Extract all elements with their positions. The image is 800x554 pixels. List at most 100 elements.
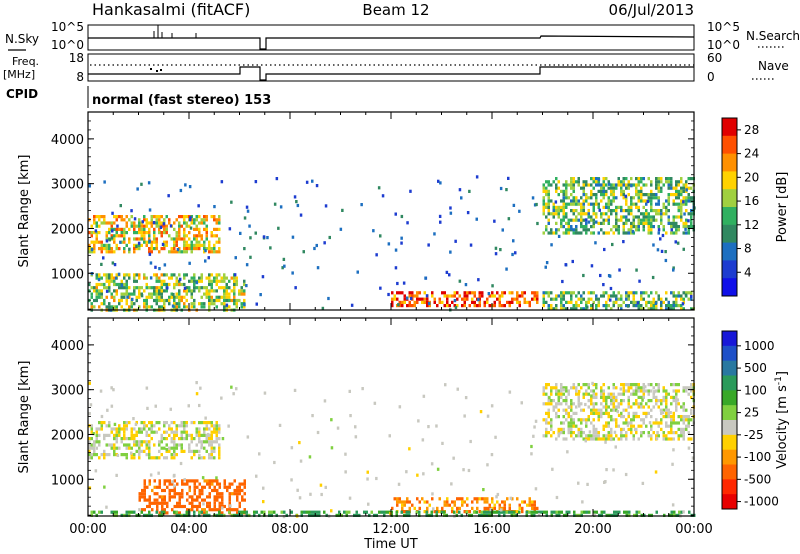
echo-cell xyxy=(557,408,560,412)
echo-cell xyxy=(620,399,623,403)
echo-cell xyxy=(550,212,553,216)
echo-cell xyxy=(600,193,603,197)
echo-cell xyxy=(468,510,471,514)
echo-cell xyxy=(228,508,231,512)
echo-cell xyxy=(453,294,456,298)
echo-cell xyxy=(98,247,101,251)
echo-cell xyxy=(625,218,628,222)
echo-cell xyxy=(547,205,550,209)
echo-cell xyxy=(246,435,250,439)
echo-cell xyxy=(592,431,595,435)
echo-cell xyxy=(567,421,570,425)
echo-cell xyxy=(115,446,118,450)
echo-cell xyxy=(118,282,121,287)
echo-cell xyxy=(602,283,605,287)
echo-cell xyxy=(227,424,230,428)
echo-cell xyxy=(243,492,246,496)
echo-cell xyxy=(213,446,216,450)
echo-cell xyxy=(185,292,188,296)
echo-cell xyxy=(471,291,474,295)
echo-cell xyxy=(473,291,476,295)
echo-cell xyxy=(200,443,203,447)
echo-cell xyxy=(123,237,126,241)
echo-cell xyxy=(637,205,640,209)
echo-cell xyxy=(675,231,678,235)
echo-cell xyxy=(672,304,675,308)
echo-cell xyxy=(143,508,146,512)
echo-cell xyxy=(115,289,118,293)
echo-cell xyxy=(128,295,131,299)
echo-cell xyxy=(602,411,605,415)
echo-cell xyxy=(547,196,550,200)
velocity-colorbar-frame xyxy=(721,330,738,510)
echo-cell xyxy=(498,294,501,298)
echo-cell xyxy=(682,386,685,390)
echo-cell xyxy=(687,415,690,419)
echo-cell xyxy=(200,218,203,222)
echo-cell xyxy=(577,212,580,216)
echo-cell xyxy=(570,415,573,419)
echo-cell xyxy=(198,289,201,293)
echo-cell xyxy=(153,247,156,251)
echo-cell xyxy=(595,411,598,415)
echo-cell xyxy=(197,204,200,208)
echo-cell xyxy=(170,273,173,277)
echo-cell xyxy=(612,399,615,403)
echo-cell xyxy=(148,440,151,444)
echo-cell xyxy=(198,279,201,283)
time-tick-label: 08:00 xyxy=(271,522,308,537)
echo-cell xyxy=(175,282,178,287)
echo-cell xyxy=(228,227,232,231)
echo-cell xyxy=(103,247,106,251)
echo-cell xyxy=(555,411,558,415)
echo-cell xyxy=(310,510,313,514)
echo-cell xyxy=(637,225,640,229)
echo-cell xyxy=(108,282,111,287)
echo-cell xyxy=(108,302,111,306)
echo-cell xyxy=(435,424,438,428)
echo-cell xyxy=(178,289,181,293)
echo-cell xyxy=(173,221,176,225)
echo-cell xyxy=(688,510,691,514)
echo-cell xyxy=(183,218,186,222)
echo-cell xyxy=(438,300,441,304)
echo-cell xyxy=(672,193,675,197)
echo-cell xyxy=(557,434,560,438)
echo-cell xyxy=(687,392,690,396)
echo-cell xyxy=(620,411,623,415)
echo-cell xyxy=(672,411,675,415)
echo-cell xyxy=(582,212,585,216)
echo-cell xyxy=(262,235,266,239)
echo-cell xyxy=(518,503,521,507)
echo-cell xyxy=(92,446,96,451)
echo-cell xyxy=(260,510,263,514)
echo-cell xyxy=(637,415,640,419)
echo-cell xyxy=(570,209,573,213)
echo-cell xyxy=(458,188,462,192)
echo-cell xyxy=(215,433,218,437)
echo-cell xyxy=(236,498,239,502)
echo-cell xyxy=(315,184,319,188)
echo-cell xyxy=(130,456,133,460)
echo-cell xyxy=(496,291,499,295)
beam-title: Beam 12 xyxy=(362,1,429,19)
echo-cell xyxy=(483,300,486,304)
echo-cell xyxy=(622,228,625,232)
echo-cell xyxy=(682,200,685,204)
echo-cell xyxy=(641,398,644,402)
echo-cell xyxy=(173,437,176,441)
colorbar-swatch xyxy=(722,135,737,155)
echo-cell xyxy=(572,386,575,390)
echo-cell xyxy=(193,453,196,457)
echo-cell xyxy=(607,209,610,213)
echo-cell xyxy=(204,259,207,263)
echo-cell xyxy=(647,434,650,438)
echo-cell xyxy=(135,237,138,241)
echo-cell xyxy=(545,215,548,219)
echo-cell xyxy=(612,392,615,396)
echo-cell xyxy=(269,246,272,250)
echo-cell xyxy=(687,199,690,203)
echo-cell xyxy=(394,212,397,216)
echo-cell xyxy=(105,443,108,447)
